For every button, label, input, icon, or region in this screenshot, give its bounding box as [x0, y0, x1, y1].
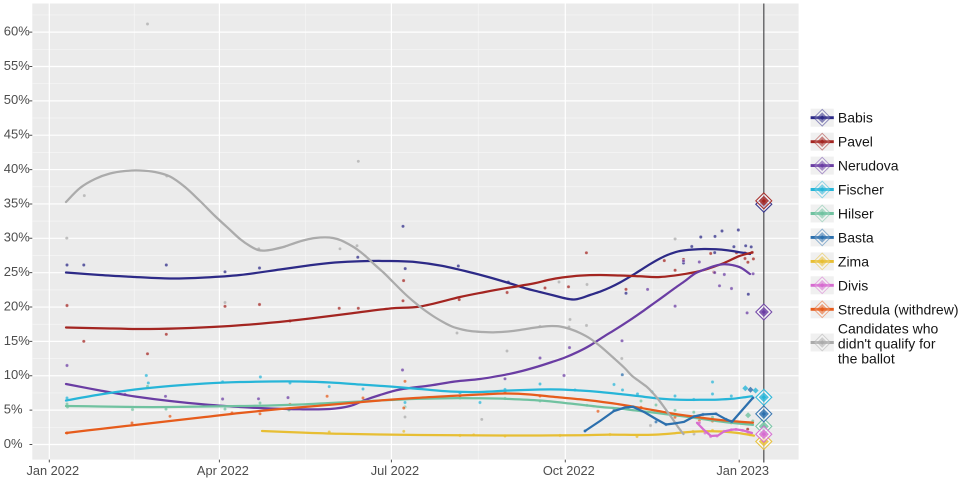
svg-text:Stredula (withdrew): Stredula (withdrew) [838, 301, 959, 317]
svg-text:25%: 25% [4, 264, 30, 279]
svg-text:20%: 20% [4, 298, 30, 313]
svg-text:60%: 60% [4, 24, 30, 39]
svg-text:10%: 10% [4, 367, 30, 382]
svg-text:40%: 40% [4, 161, 30, 176]
svg-text:Jan 2022: Jan 2022 [26, 463, 79, 478]
svg-text:0%: 0% [4, 436, 23, 451]
svg-text:5%: 5% [4, 402, 23, 417]
svg-text:the ballot: the ballot [838, 350, 895, 366]
svg-text:50%: 50% [4, 92, 30, 107]
svg-text:Candidates who: Candidates who [838, 321, 939, 337]
svg-text:Fischer: Fischer [838, 182, 884, 198]
svg-text:55%: 55% [4, 58, 30, 73]
svg-text:Hilser: Hilser [838, 206, 874, 222]
svg-text:35%: 35% [4, 195, 30, 210]
svg-text:Jul 2022: Jul 2022 [371, 463, 419, 478]
svg-text:Zima: Zima [838, 253, 869, 269]
svg-text:45%: 45% [4, 127, 30, 142]
svg-text:30%: 30% [4, 230, 30, 245]
svg-text:Apr 2022: Apr 2022 [197, 463, 249, 478]
svg-text:Oct 2022: Oct 2022 [543, 463, 595, 478]
svg-text:didn't qualify for: didn't qualify for [838, 336, 936, 352]
svg-text:Divis: Divis [838, 277, 868, 293]
svg-text:Pavel: Pavel [838, 134, 873, 150]
svg-text:Nerudova: Nerudova [838, 158, 899, 174]
svg-text:15%: 15% [4, 333, 30, 348]
svg-text:Babis: Babis [838, 110, 873, 126]
svg-text:Jan 2023: Jan 2023 [716, 463, 769, 478]
svg-text:Basta: Basta [838, 229, 874, 245]
